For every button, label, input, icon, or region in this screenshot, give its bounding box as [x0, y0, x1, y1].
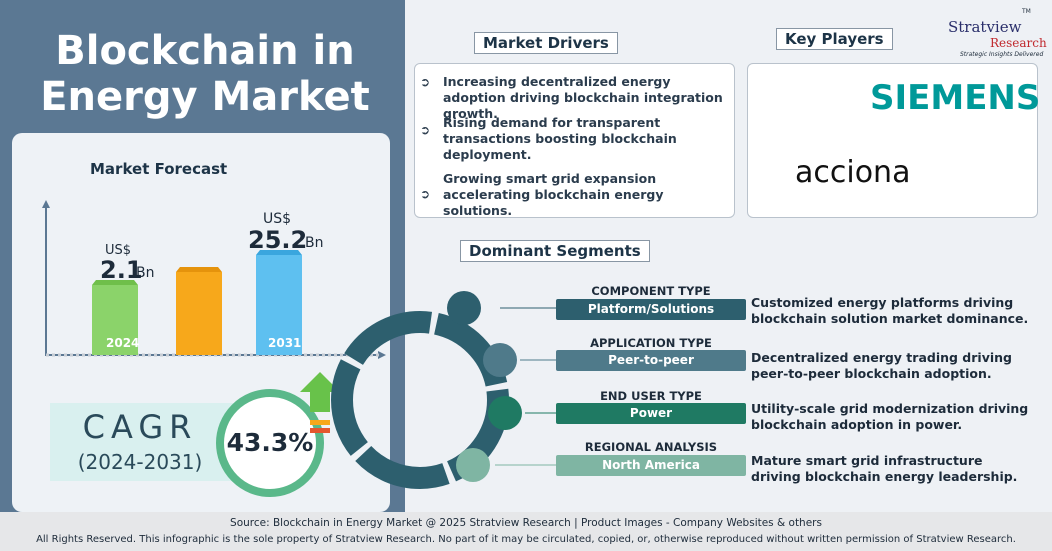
segment-type: END USER TYPE	[600, 389, 702, 403]
footer-source: Source: Blockchain in Energy Market @ 20…	[230, 517, 822, 529]
logo-siemens: SIEMENS	[870, 78, 1041, 118]
end-value: 25.2	[248, 226, 308, 254]
segment-type: COMPONENT TYPE	[591, 284, 711, 298]
brand-name: Stratview	[948, 18, 1022, 36]
segment-description: Decentralized energy trading driving pee…	[751, 350, 1012, 381]
drivers-box	[414, 63, 735, 218]
end-year: 2031	[268, 336, 302, 350]
logo-acciona: acciona	[795, 155, 911, 190]
players-box	[747, 63, 1038, 218]
driver: Growing smart grid expansion acceleratin…	[443, 171, 664, 218]
cagr-label: CAGR	[82, 408, 198, 446]
drivers-heading: Market Drivers	[474, 32, 618, 54]
cagr-period: (2024-2031)	[77, 450, 203, 474]
end-unit: Bn	[305, 235, 324, 251]
driver: Increasing decentralized energy adoption…	[443, 74, 723, 121]
players-heading: Key Players	[776, 28, 893, 50]
brand-tagline: Strategic Insights Delivered	[960, 51, 1044, 58]
segment-value: North America	[556, 455, 746, 476]
logo-sap: SAP	[762, 80, 852, 126]
start-currency: US$	[105, 243, 132, 258]
forecast-heading: Market Forecast	[90, 160, 228, 178]
segment-description: Customized energy platforms driving bloc…	[751, 295, 1029, 326]
segment-description: Utility-scale grid modernization driving…	[751, 401, 1029, 432]
brand-sub: Research	[990, 36, 1047, 50]
title: Blockchain in Energy Market	[40, 28, 370, 120]
segment-description: Mature smart grid infrastructure driving…	[751, 453, 1018, 484]
start-unit: Bn	[136, 265, 155, 281]
footer-rights: All Rights Reserved. This infographic is…	[36, 534, 1016, 545]
segment-value: Power	[556, 403, 746, 424]
segment-value: Peer-to-peer	[556, 350, 746, 371]
start-year: 2024	[106, 336, 140, 350]
driver: Rising demand for transparent transactio…	[443, 115, 677, 162]
end-currency: US$	[263, 211, 292, 227]
start-value: 2.1	[100, 256, 143, 284]
segments-heading: Dominant Segments	[460, 240, 650, 262]
segment-value: Platform/Solutions	[556, 299, 746, 320]
segment-type: APPLICATION TYPE	[590, 336, 712, 350]
cagr-value: 43.3%	[226, 428, 314, 457]
brand-tm: TM	[1022, 8, 1031, 15]
bullets: ➲ ➲ ➲	[420, 75, 431, 201]
segment-type: REGIONAL ANALYSIS	[584, 440, 718, 454]
